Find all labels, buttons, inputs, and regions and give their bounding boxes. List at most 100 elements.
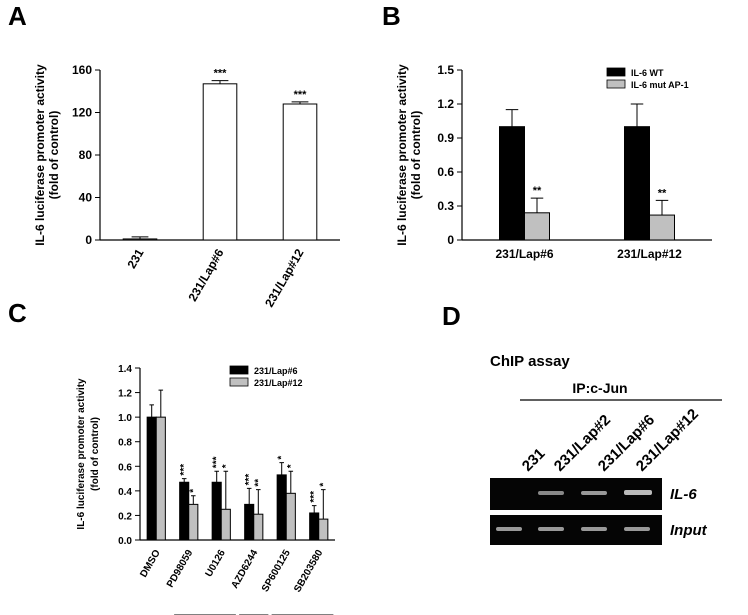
panel-letter: A — [8, 1, 27, 31]
legend-label: 231/Lap#12 — [254, 378, 303, 388]
bar — [649, 214, 675, 241]
error-bar — [321, 489, 326, 520]
y-tick-label: 1.4 — [118, 364, 132, 375]
band — [624, 527, 650, 531]
y-tick-label: 0.9 — [437, 131, 454, 145]
bar — [211, 481, 222, 541]
y-tick-label: 0.4 — [118, 487, 132, 498]
y-tick-label: 0 — [85, 233, 92, 247]
row-label: IL-6 — [670, 486, 697, 503]
bar — [188, 503, 199, 541]
x-tick-label: PD98059 — [165, 548, 196, 590]
ip-label: IP:c-Jun — [572, 380, 627, 396]
significance: *** — [212, 456, 223, 468]
y-tick-label: 0.2 — [118, 511, 132, 522]
legend-label: IL-6 WT — [631, 68, 664, 78]
bar — [309, 512, 320, 541]
significance: * — [221, 464, 232, 468]
legend-swatch — [606, 67, 626, 77]
y-tick-label: 0.0 — [118, 536, 132, 547]
error-bar — [630, 103, 644, 127]
x-tick-label: SB203580 — [292, 548, 325, 595]
bar — [524, 212, 550, 241]
panel-letter: C — [8, 298, 27, 328]
y-tick-label: 0.3 — [437, 199, 454, 213]
x-tick-label: 231/Lap#12 — [262, 246, 307, 309]
error-bar — [131, 236, 149, 239]
error-bar — [214, 470, 219, 483]
significance: *** — [214, 68, 228, 80]
bar — [155, 416, 166, 541]
bar — [499, 126, 525, 241]
error-bar — [279, 462, 284, 475]
bar — [202, 83, 238, 241]
y-tick-label: 40 — [79, 191, 93, 205]
error-bar — [655, 199, 669, 216]
error-bar — [149, 404, 154, 418]
x-tick-label: U0126 — [204, 548, 228, 579]
legend-swatch — [606, 79, 626, 89]
band — [581, 491, 607, 495]
significance: *** — [309, 491, 320, 503]
x-tick-label: 231 — [124, 246, 146, 271]
significance: * — [318, 483, 329, 487]
y-tick-label: 80 — [79, 148, 93, 162]
band — [538, 527, 564, 531]
x-tick-label: 231/Lap#12 — [617, 247, 682, 261]
error-bar — [311, 505, 317, 513]
x-tick-label: 231/Lap#6 — [185, 246, 226, 304]
x-tick-label: AZD6244 — [229, 548, 260, 591]
error-bar — [181, 478, 187, 483]
y-axis-label: (fold of control) — [90, 417, 101, 491]
significance: * — [277, 456, 288, 460]
bar — [253, 513, 264, 541]
bar — [282, 103, 318, 241]
panel-letter: D — [442, 301, 461, 331]
legend-swatch — [229, 377, 249, 387]
error-bar — [288, 470, 294, 494]
y-tick-label: 1.0 — [118, 413, 132, 424]
y-axis-label: (fold of control) — [47, 111, 61, 200]
bar — [624, 126, 650, 241]
error-bar — [530, 197, 544, 213]
y-tick-label: 120 — [72, 106, 92, 120]
error-bar — [211, 80, 229, 84]
significance: *** — [294, 89, 308, 101]
gel-title: ChIP assay — [490, 353, 570, 370]
significance: *** — [244, 474, 255, 486]
significance: ** — [658, 187, 667, 199]
y-tick-label: 0.6 — [437, 165, 454, 179]
legend-label: IL-6 mut AP-1 — [631, 80, 689, 90]
significance: ** — [533, 185, 542, 197]
error-bar — [291, 101, 309, 104]
y-axis-label: IL-6 luciferase promoter activity — [395, 64, 409, 246]
y-tick-label: 0.6 — [118, 462, 132, 473]
error-bar — [223, 470, 229, 510]
y-tick-label: 0.8 — [118, 438, 132, 449]
row-label: Input — [670, 522, 708, 539]
bar — [285, 492, 296, 541]
bar — [220, 508, 231, 541]
significance: ** — [253, 479, 264, 487]
y-tick-label: 1.2 — [437, 97, 454, 111]
bar — [122, 238, 158, 241]
x-tick-label: DMSO — [138, 548, 163, 580]
band — [581, 527, 607, 531]
error-bar — [246, 487, 252, 505]
error-bar — [191, 495, 196, 505]
significance: * — [286, 464, 297, 468]
panel-letter: B — [382, 1, 401, 31]
y-tick-label: 160 — [72, 63, 92, 77]
legend-label: 231/Lap#6 — [254, 366, 298, 376]
bar — [318, 518, 329, 541]
band — [496, 527, 522, 531]
x-tick-label: 231/Lap#6 — [495, 247, 553, 261]
error-bar — [505, 109, 519, 127]
legend-swatch — [229, 365, 249, 375]
y-axis-label: IL-6 luciferase promoter activity — [76, 378, 87, 530]
significance: *** — [179, 464, 190, 476]
y-tick-label: 1.2 — [118, 389, 132, 400]
band — [624, 490, 652, 495]
bar — [276, 474, 287, 541]
